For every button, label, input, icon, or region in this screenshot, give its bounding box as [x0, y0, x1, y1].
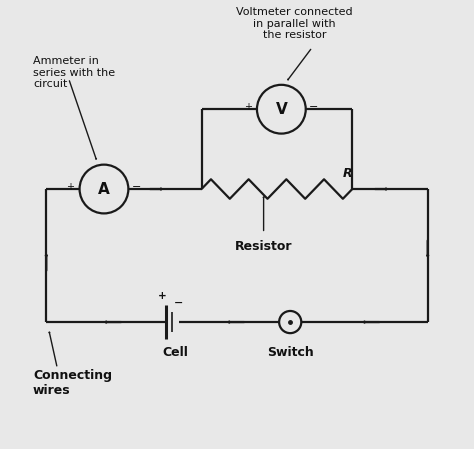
Text: Ammeter in
series with the
circuit: Ammeter in series with the circuit [33, 56, 115, 89]
Circle shape [257, 85, 306, 134]
Text: +: + [244, 102, 252, 112]
Text: +: + [158, 291, 167, 301]
Text: Switch: Switch [267, 347, 314, 360]
Text: R: R [343, 167, 353, 180]
Circle shape [80, 165, 128, 213]
Text: Cell: Cell [163, 347, 189, 360]
Text: Connecting
wires: Connecting wires [33, 369, 112, 396]
Text: +: + [66, 182, 74, 192]
Text: −: − [309, 102, 319, 112]
Circle shape [279, 311, 301, 333]
Text: V: V [275, 102, 287, 117]
Text: Voltmeter connected
in parallel with
the resistor: Voltmeter connected in parallel with the… [237, 7, 353, 40]
Text: −: − [132, 182, 141, 192]
Text: A: A [98, 181, 110, 197]
Text: Resistor: Resistor [235, 240, 292, 253]
Text: −: − [174, 298, 183, 308]
